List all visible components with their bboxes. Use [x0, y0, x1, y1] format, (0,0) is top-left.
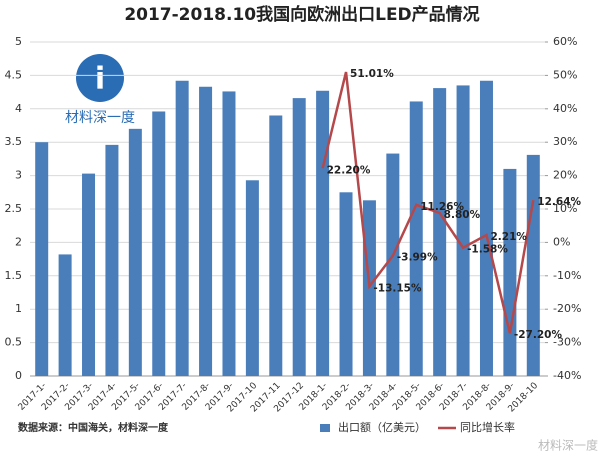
watermark: 材料深一度: [538, 438, 598, 453]
bar: [105, 144, 119, 376]
bar: [82, 173, 96, 376]
bar: [456, 85, 470, 377]
y2-tick-label: 60%: [553, 35, 577, 48]
bar: [292, 98, 306, 376]
data-label: 22.20%: [327, 164, 371, 176]
data-label: -13.15%: [373, 282, 422, 294]
legend-label: 同比增长率: [460, 420, 515, 434]
bar: [479, 80, 493, 376]
logo: i 材料深一度: [65, 54, 135, 126]
chart-title: 2017-2018.10我国向欧洲出口LED产品情况: [124, 4, 479, 25]
data-label: 11.26%: [420, 201, 464, 213]
y-tick-label: 3.5: [5, 135, 23, 148]
bar: [128, 128, 142, 376]
y2-tick-label: 0%: [553, 235, 570, 248]
data-label: 2.21%: [490, 231, 527, 243]
bar: [152, 111, 166, 377]
data-label: 51.01%: [350, 68, 394, 80]
bar: [175, 80, 189, 376]
bar: [58, 254, 72, 376]
y2-tick-label: 20%: [553, 169, 577, 182]
data-label: -3.99%: [397, 252, 438, 264]
data-label: 8.80%: [444, 209, 481, 221]
y-tick-label: 0.5: [5, 336, 23, 349]
bar: [503, 168, 517, 376]
y2-tick-label: -10%: [553, 269, 581, 282]
logo-circle: [76, 54, 124, 102]
y-tick-label: 4.5: [5, 68, 23, 81]
bar: [35, 142, 49, 376]
bar: [433, 88, 447, 376]
logo-text: 材料深一度: [65, 110, 135, 126]
line: [321, 71, 535, 334]
legend-swatch: [320, 424, 330, 432]
bar: [199, 86, 213, 377]
data-label: -1.58%: [467, 244, 508, 256]
bar: [222, 91, 236, 376]
y-tick-label: 4: [15, 102, 22, 115]
logo-mark: i: [95, 62, 105, 97]
source: 数据来源：中国海关，材料深一度: [18, 421, 169, 434]
y2-tick-label: 40%: [553, 102, 577, 115]
bar: [526, 154, 540, 376]
bar: [409, 101, 423, 377]
data-label: -27.20%: [514, 329, 563, 341]
bar: [269, 115, 283, 376]
bar: [386, 153, 400, 376]
y-tick-label: 2: [15, 235, 22, 248]
y2-tick-label: 30%: [553, 135, 577, 148]
y-tick-label: 3: [15, 169, 22, 182]
y-tick-label: 5: [15, 35, 22, 48]
y2-tick-label: 50%: [553, 68, 577, 81]
legend-label: 出口额（亿美元）: [338, 420, 426, 434]
y-tick-label: 1.5: [5, 269, 23, 282]
y2-tick-label: -40%: [553, 369, 581, 382]
bar: [245, 180, 259, 376]
y2-tick-label: 10%: [553, 202, 577, 215]
bar: [339, 192, 353, 376]
y2-tick-label: -30%: [553, 336, 581, 349]
y-tick-label: 2.5: [5, 202, 23, 215]
y2-tick-label: -20%: [553, 302, 581, 315]
bar: [316, 90, 330, 376]
y-tick-label: 0: [15, 369, 22, 382]
data-label: 12.64%: [537, 196, 581, 208]
y-tick-label: 1: [15, 302, 22, 315]
